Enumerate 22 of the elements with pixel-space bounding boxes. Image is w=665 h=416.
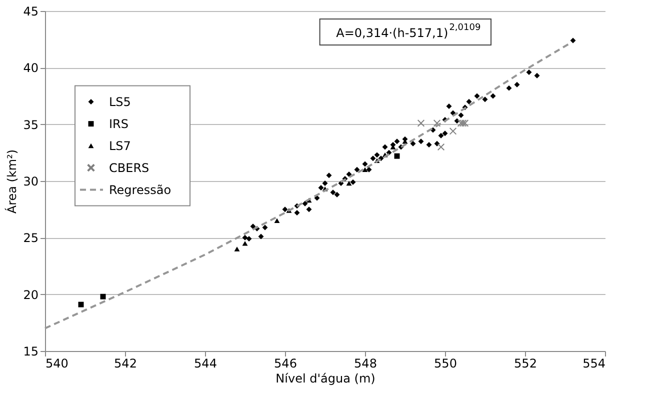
x-tick-label: 550 [434,356,457,370]
y-tick-label: 45 [23,4,38,18]
x-tick-label: 554 [582,356,606,370]
legend-label: Regressão [109,182,172,197]
legend-label: LS5 [109,94,131,109]
legend-label: LS7 [109,138,131,153]
x-tick-label: 552 [514,356,537,370]
x-tick-label: 544 [194,356,217,370]
x-tick-label: 540 [46,356,68,370]
x-tick-label: 546 [274,356,297,370]
y-axis-title: Área (km²) [4,149,20,214]
y-tick-label: 25 [23,231,38,246]
y-tick-label: 20 [23,288,38,302]
y-tick-label: 40 [23,61,38,76]
legend-label: IRS [109,116,128,131]
x-tick-label: 548 [354,356,377,370]
y-tick-label: 30 [23,174,38,188]
legend-label: CBERS [109,160,150,175]
x-tick-label: 542 [114,356,137,370]
y-tick-label: 35 [23,118,38,132]
y-tick-label: 15 [23,344,38,358]
x-axis-title: Nível d'água (m) [276,372,376,386]
